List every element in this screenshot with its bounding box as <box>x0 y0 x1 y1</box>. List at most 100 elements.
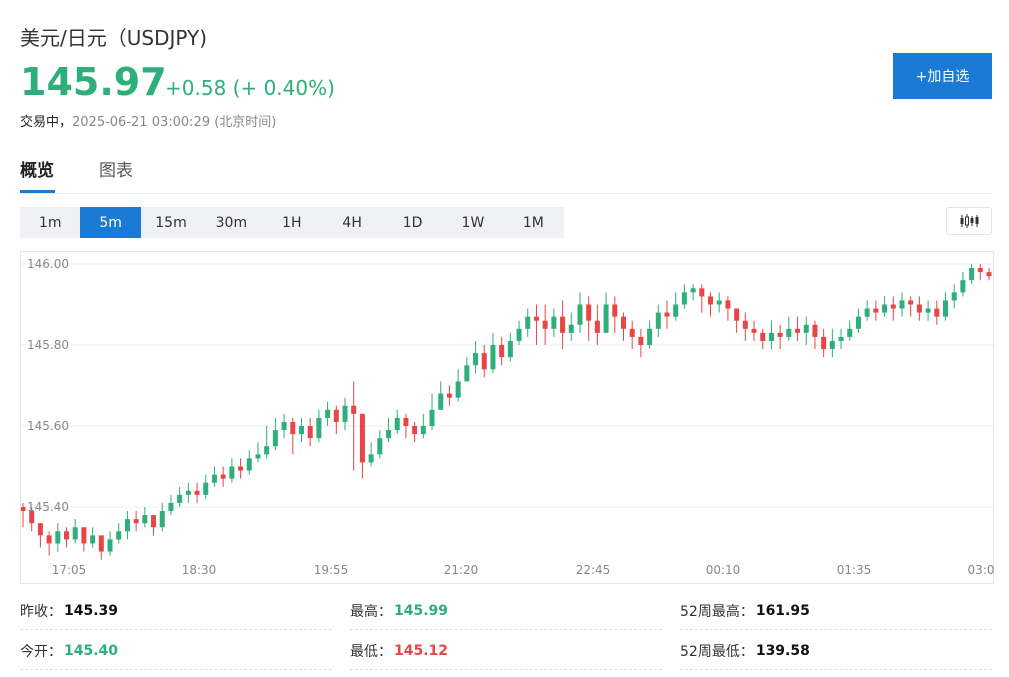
stat-prev-close: 昨收： 145.39 <box>20 592 332 630</box>
stat-label: 最高： <box>350 603 392 620</box>
candle-body <box>272 430 278 447</box>
candle-body <box>542 320 548 329</box>
candle-body <box>264 446 270 455</box>
candle-body <box>238 466 244 471</box>
period-1d[interactable]: 1D <box>402 214 423 231</box>
candle-body <box>29 511 35 524</box>
candle-body <box>594 320 600 333</box>
chart-type-button[interactable] <box>946 207 992 235</box>
candle-body <box>255 454 261 459</box>
candle-body <box>690 288 696 293</box>
candle-body <box>533 316 539 321</box>
tab-bar: 概览 图表 <box>20 156 992 194</box>
x-tick-label: 18:30 <box>182 563 217 577</box>
stat-low: 最低： 145.12 <box>350 632 662 670</box>
period-30m[interactable]: 30m <box>215 214 248 231</box>
y-tick-label: 145.60 <box>27 419 69 433</box>
candle-body <box>377 438 383 455</box>
candle-body <box>629 328 635 337</box>
candle-body <box>864 308 870 317</box>
stat-label: 今开： <box>20 643 62 660</box>
candle-body <box>351 405 357 414</box>
candle-body <box>281 421 287 431</box>
candle-body <box>951 292 957 301</box>
stat-value: 139.58 <box>755 642 810 659</box>
stat-52w-high: 52周最高： 161.95 <box>680 592 992 630</box>
period-15m[interactable]: 15m <box>155 214 187 231</box>
add-to-watchlist-button[interactable]: +加自选 <box>893 53 992 99</box>
candle-body <box>142 515 148 524</box>
candle-body <box>942 300 948 317</box>
page-title: 美元/日元（USDJPY) <box>20 26 208 50</box>
candle-body <box>795 328 801 333</box>
candle-body <box>986 272 992 277</box>
candle-body <box>934 308 940 317</box>
price-chart[interactable]: 146.00 145.80 145.60 145.40 17:05 18:30 19:55 2… <box>20 251 995 584</box>
stat-value: 161.95 <box>755 602 810 619</box>
candle-body <box>438 393 444 410</box>
candle-body <box>290 421 296 435</box>
stat-label: 昨收： <box>20 603 62 620</box>
candle-body <box>133 519 139 524</box>
x-tick-label: 01:35 <box>837 563 872 577</box>
candle-body <box>577 304 583 325</box>
candle-body <box>742 320 748 329</box>
candle-body <box>168 502 174 512</box>
candle-body <box>638 336 644 345</box>
x-tick-label: 22:45 <box>576 563 611 577</box>
candle-body <box>116 531 122 540</box>
tab-overview[interactable]: 概览 <box>20 156 55 193</box>
candle-body <box>681 292 687 305</box>
candle-body <box>507 340 513 358</box>
period-5m[interactable]: 5m <box>80 207 141 238</box>
candle-body <box>151 515 157 528</box>
candle-body <box>716 300 722 305</box>
candle-body <box>194 490 200 495</box>
trading-state: 交易中， <box>20 115 73 130</box>
candle-body <box>107 539 113 552</box>
candle-body <box>159 511 165 528</box>
candle-body <box>246 458 252 471</box>
candle-body <box>664 312 670 317</box>
candle-body <box>464 365 470 382</box>
price-change: +0.58 (+ 0.40%) <box>165 76 335 100</box>
candle-body <box>429 409 435 426</box>
candle-body <box>211 474 217 483</box>
tab-chart[interactable]: 图表 <box>99 161 133 181</box>
candle-body <box>812 324 818 337</box>
candle-body <box>969 268 975 281</box>
candle-body <box>838 336 844 341</box>
candle-body <box>847 328 853 337</box>
candle-body <box>603 304 609 333</box>
candle-body <box>90 535 96 544</box>
candle-body <box>55 531 61 544</box>
stat-label: 52周最高： <box>680 603 754 620</box>
period-1h[interactable]: 1H <box>282 214 302 231</box>
candle-body <box>46 535 52 544</box>
candle-body <box>855 316 861 329</box>
stat-label: 52周最低： <box>680 643 754 660</box>
candle-body <box>586 304 592 321</box>
candle-body <box>98 535 104 552</box>
candle-body <box>342 405 348 422</box>
candle-body <box>647 328 653 345</box>
candle-body <box>734 308 740 321</box>
candle-body <box>64 531 70 540</box>
period-1m[interactable]: 1m <box>38 214 62 231</box>
y-tick-label: 146.00 <box>27 257 69 271</box>
candle-body <box>708 296 714 305</box>
candle-body <box>307 426 313 439</box>
candle-body <box>803 324 809 333</box>
period-1w[interactable]: 1W <box>461 214 485 231</box>
candle-body <box>568 324 574 333</box>
period-1mo[interactable]: 1M <box>522 214 544 231</box>
period-4h[interactable]: 4H <box>342 214 362 231</box>
candle-body <box>977 268 983 273</box>
candle-body <box>21 507 26 512</box>
candle-body <box>882 304 888 313</box>
x-tick-label: 17:05 <box>52 563 87 577</box>
candle-body <box>37 523 43 536</box>
candle-body <box>72 527 78 540</box>
candle-body <box>699 288 705 297</box>
candle-body <box>298 426 304 435</box>
